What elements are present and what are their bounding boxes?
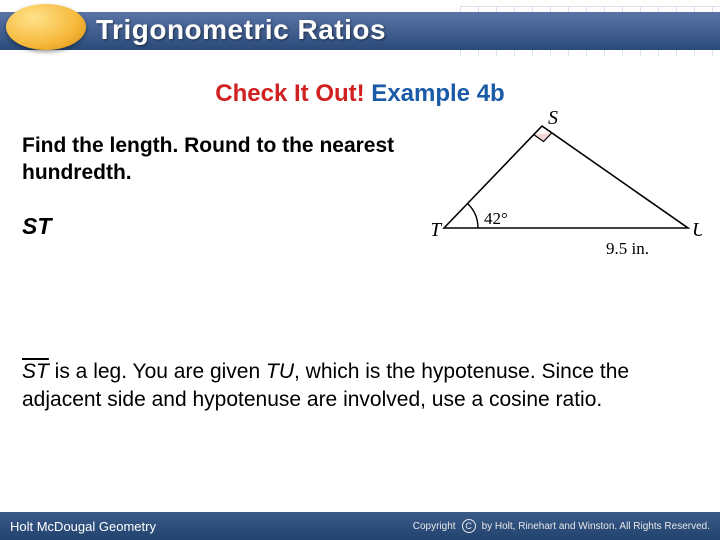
explain-part1: is a leg. You are given <box>49 360 266 383</box>
vertex-label-u: U <box>692 219 702 241</box>
copyright-holder: by Holt, Rinehart and Winston. All Right… <box>482 521 710 532</box>
footer-bar: Holt McDougal Geometry Copyright C by Ho… <box>0 512 720 540</box>
copyright-icon: C <box>462 519 476 533</box>
right-angle-marker <box>534 133 552 142</box>
problem-prompt: Find the length. Round to the nearest hu… <box>22 132 442 187</box>
footer-textbook: Holt McDougal Geometry <box>10 519 156 534</box>
subtitle-red: Check It Out! <box>215 80 364 107</box>
triangle-shape <box>444 126 688 228</box>
header-ellipse-icon <box>6 4 86 50</box>
content-area: Find the length. Round to the nearest hu… <box>0 108 720 240</box>
copyright-word: Copyright <box>413 521 456 532</box>
lesson-title: Trigonometric Ratios <box>96 14 386 46</box>
vertex-label-s: S <box>548 108 558 129</box>
triangle-diagram: S T U 42° 9.5 in. <box>432 108 702 278</box>
angle-arc <box>468 203 478 228</box>
example-subtitle: Check It Out! Example 4b <box>0 80 720 108</box>
angle-label: 42° <box>484 209 508 228</box>
segment-tu: TU <box>266 360 294 383</box>
explanation-text: ST is a leg. You are given TU, which is … <box>22 358 698 415</box>
subtitle-blue: Example 4b <box>365 80 505 107</box>
footer-copyright: Copyright C by Holt, Rinehart and Winsto… <box>413 519 710 533</box>
base-length-label: 9.5 in. <box>606 239 649 258</box>
segment-st-overline: ST <box>22 360 49 383</box>
header-bar: Trigonometric Ratios <box>0 0 720 62</box>
vertex-label-t: T <box>432 219 443 241</box>
